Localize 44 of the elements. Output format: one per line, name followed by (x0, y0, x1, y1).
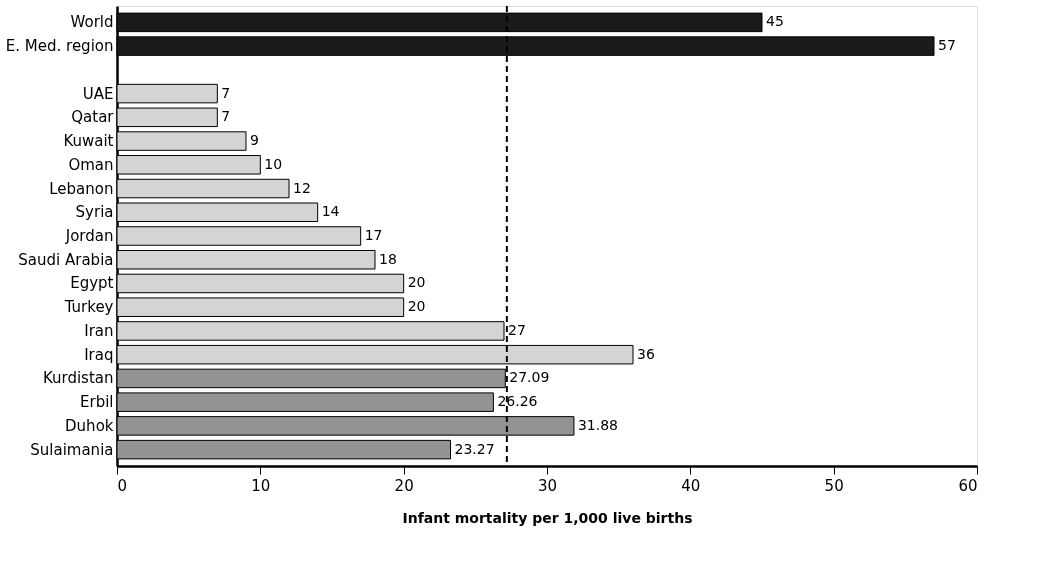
y-tick-label: Lebanon (49, 179, 114, 198)
y-tick-label: Saudi Arabia (18, 250, 114, 269)
y-tick-label: Iran (84, 321, 114, 340)
data-label: 20 (407, 274, 426, 291)
data-label: 20 (407, 298, 426, 315)
y-tick-label: E. Med. region (5, 37, 114, 56)
x-tick-label: 40 (681, 476, 701, 495)
data-label: 27.09 (509, 369, 550, 386)
x-tick-label: 30 (537, 476, 558, 495)
y-tick-label: Oman (68, 155, 114, 174)
data-label: 45 (766, 13, 784, 30)
y-tick-label: Kurdistan (42, 369, 114, 388)
y-tick-label: Turkey (63, 298, 114, 317)
y-tick-label: Egypt (70, 274, 114, 293)
data-label: 14 (321, 203, 340, 220)
y-tick-label: UAE (82, 84, 114, 103)
data-label: 18 (379, 250, 397, 267)
data-label: 12 (293, 179, 311, 196)
data-label: 31.88 (577, 416, 619, 433)
data-label: 23.27 (454, 440, 495, 457)
y-tick-label: World (70, 13, 114, 32)
data-label: 7 (221, 84, 231, 101)
x-axis-title: Infant mortality per 1,000 live births (402, 509, 693, 526)
y-tick-label: Erbil (79, 393, 114, 412)
data-label: 9 (250, 132, 259, 149)
y-tick-label: Qatar (71, 108, 115, 127)
data-label: 26.26 (497, 393, 538, 410)
y-tick-label: Iraq (84, 345, 114, 364)
x-tick-label: 60 (958, 476, 978, 495)
data-label: 27 (508, 321, 526, 338)
data-label: 57 (938, 37, 956, 54)
x-tick-label: 20 (394, 476, 414, 495)
data-label: 36 (637, 345, 655, 362)
y-tick-label: Sulaimania (30, 440, 114, 459)
y-tick-label: Kuwait (63, 132, 114, 151)
data-label: 7 (221, 108, 231, 125)
y-tick-label: Jordan (64, 227, 114, 245)
x-tick-label: 10 (251, 476, 271, 495)
y-tick-label: Syria (75, 203, 114, 222)
x-tick-label: 0 (117, 476, 128, 495)
data-label: 17 (364, 227, 383, 243)
x-tick-label: 50 (824, 476, 844, 495)
y-tick-label: Duhok (65, 416, 114, 435)
data-label: 10 (264, 155, 283, 172)
